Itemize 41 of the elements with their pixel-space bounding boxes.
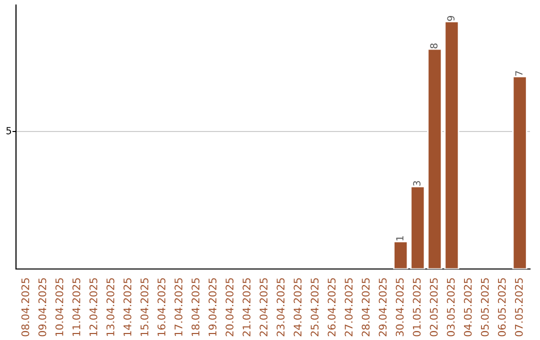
x-tick-label: 03.05.2025 — [446, 278, 455, 336]
x-tick-label: 11.04.2025 — [72, 278, 80, 336]
x-tick-label: 29.04.2025 — [378, 278, 387, 336]
x-tick-label: 04.05.2025 — [464, 278, 472, 336]
x-tick-label: 30.04.2025 — [396, 278, 404, 336]
x-tick-label: 21.04.2025 — [242, 278, 250, 336]
x-tick-label: 18.04.2025 — [192, 278, 200, 336]
bar — [427, 48, 442, 269]
data-label: 9 — [447, 16, 455, 21]
x-tick-label: 27.04.2025 — [344, 278, 353, 336]
x-tick-label: 16.04.2025 — [158, 278, 166, 336]
x-tick-label: 09.04.2025 — [38, 278, 46, 336]
ref-line-label: 5 — [6, 127, 12, 134]
data-label: 8 — [430, 43, 438, 48]
x-tick-label: 24.04.2025 — [294, 278, 302, 336]
bar — [393, 240, 408, 269]
x-tick-label: 07.05.2025 — [514, 278, 523, 336]
x-tick-label: 05.05.2025 — [480, 278, 489, 336]
x-tick-label: 20.04.2025 — [226, 278, 234, 336]
x-tick-label: 02.05.2025 — [430, 278, 438, 336]
data-label: 3 — [413, 181, 420, 186]
x-tick-label: 26.04.2025 — [328, 278, 336, 336]
data-label: 7 — [515, 71, 522, 76]
x-tick-label: 17.04.2025 — [174, 278, 182, 336]
bar — [444, 20, 460, 269]
x-tick-label: 23.04.2025 — [276, 278, 285, 336]
x-tick-label: 06.05.2025 — [498, 278, 506, 336]
x-tick-label: 13.04.2025 — [106, 278, 114, 336]
data-label: 1 — [396, 236, 404, 240]
x-tick-label: 10.04.2025 — [55, 278, 64, 336]
x-tick-label: 25.04.2025 — [310, 278, 319, 336]
x-tick-label: 14.04.2025 — [123, 278, 132, 336]
bar — [410, 186, 426, 269]
bar — [512, 76, 528, 269]
x-tick-label: 12.04.2025 — [89, 278, 98, 336]
x-tick-label: 28.04.2025 — [362, 278, 370, 336]
x-tick-label: 19.04.2025 — [208, 278, 216, 336]
x-tick-label: 22.04.2025 — [260, 278, 268, 336]
x-tick-label: 08.04.2025 — [21, 278, 30, 336]
x-tick-label: 15.04.2025 — [140, 278, 148, 336]
x-tick-label: 01.05.2025 — [412, 278, 421, 336]
